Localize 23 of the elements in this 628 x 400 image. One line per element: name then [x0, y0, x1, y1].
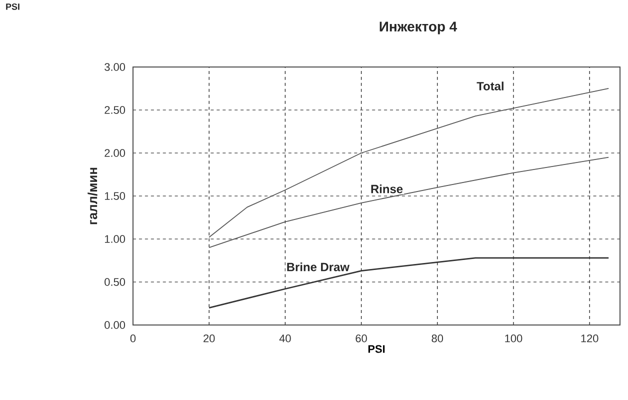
line-series — [208, 257, 610, 308]
x-tick-label: 60 — [356, 334, 367, 342]
y-axis-title: галл/мин — [88, 168, 98, 224]
x-tick-label: 100 — [505, 334, 522, 342]
chart-title: Инжектор 4 — [380, 22, 458, 34]
x-tick-label: 0 — [130, 334, 136, 342]
x-tick-label: 20 — [204, 334, 215, 342]
y-tick-label: 1.00 — [104, 235, 126, 243]
y-tick-label: 2.50 — [104, 106, 126, 114]
x-tick-label: 80 — [432, 334, 444, 342]
x-tick-label: 120 — [581, 334, 598, 342]
line-series — [208, 156, 610, 248]
x-tick-label: 40 — [279, 334, 291, 342]
series-label: Rinse — [371, 184, 403, 194]
y-tick-label: 1.50 — [104, 192, 126, 200]
y-tick-label: 3.00 — [104, 63, 126, 71]
y-tick-label: 0.00 — [104, 321, 126, 329]
text: PSI — [6, 4, 20, 10]
x-axis-title: PSI — [368, 345, 385, 353]
y-tick-label: 0.50 — [104, 278, 126, 286]
series-label: Brine Draw — [287, 262, 350, 272]
series-label: Total — [476, 82, 504, 90]
y-tick-label: 2.00 — [104, 149, 126, 157]
